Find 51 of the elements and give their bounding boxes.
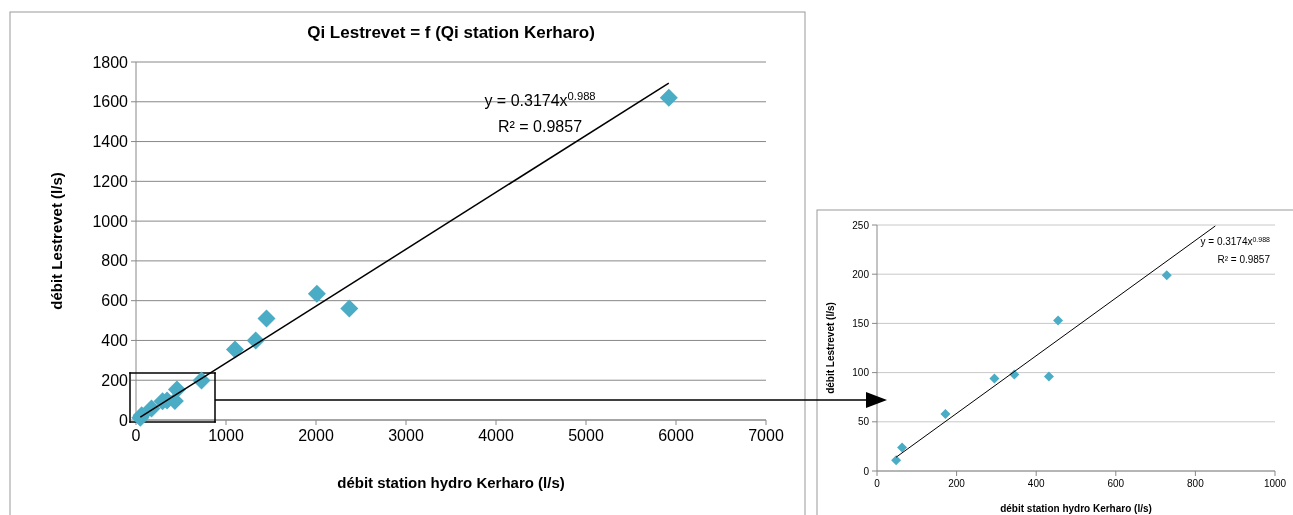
x-tick-label: 6000 xyxy=(658,426,694,444)
point xyxy=(1161,270,1172,281)
point xyxy=(659,88,678,107)
y-tick-label: 200 xyxy=(101,371,129,389)
y-tick-label: 250 xyxy=(852,219,870,231)
point xyxy=(940,408,951,419)
x-axis-title: débit station hydro Kerharo (l/s) xyxy=(1000,503,1152,514)
x-tick-label: 600 xyxy=(1107,478,1125,489)
x-tick-label: 4000 xyxy=(478,426,514,444)
y-tick-label: 0 xyxy=(863,465,870,477)
point xyxy=(891,455,902,466)
y-axis-title: débit Lestrevet (l/s) xyxy=(825,302,836,394)
y-axis-title: débit Lestrevet (l/s) xyxy=(48,172,65,310)
annotation: y = 0.3174x$^{0.988}$ xyxy=(1200,235,1271,247)
annotation: R² = 0.9857 xyxy=(497,118,583,135)
y-tick-label: 1800 xyxy=(92,53,129,71)
x-axis-title: débit station hydro Kerharo (l/s) xyxy=(337,474,565,491)
point xyxy=(340,299,359,318)
point xyxy=(257,309,276,328)
x-tick-label: 2000 xyxy=(298,426,334,444)
y-tick-label: 1200 xyxy=(92,172,129,190)
point xyxy=(1053,315,1064,326)
x-tick-label: 1000 xyxy=(208,426,244,444)
y-tick-label: 100 xyxy=(852,367,870,379)
point xyxy=(1043,371,1054,382)
x-tick-label: 7000 xyxy=(748,426,784,444)
y-tick-label: 50 xyxy=(857,416,870,428)
x-tick-label: 5000 xyxy=(568,426,604,444)
chart-title: Qi Lestrevet = f (Qi station Kerharo) xyxy=(307,23,595,42)
point xyxy=(226,340,244,359)
y-tick-label: 150 xyxy=(852,317,870,329)
x-tick-label: 800 xyxy=(1187,478,1205,489)
point xyxy=(989,373,1000,384)
y-tick-label: 0 xyxy=(119,411,129,429)
y-tick-label: 200 xyxy=(852,268,870,280)
y-tick-label: 1000 xyxy=(92,212,129,230)
x-tick-label: 0 xyxy=(131,426,141,444)
x-tick-label: 400 xyxy=(1027,478,1045,489)
y-tick-label: 800 xyxy=(101,252,129,270)
point xyxy=(307,284,326,303)
y-tick-label: 1400 xyxy=(92,133,129,151)
point xyxy=(897,442,908,453)
x-tick-label: 3000 xyxy=(388,426,424,444)
x-tick-label: 200 xyxy=(948,478,966,489)
y-tick-label: 1600 xyxy=(92,93,129,111)
y-tick-label: 600 xyxy=(101,292,129,310)
annotation: y = 0.3174x$^{0.988}$ xyxy=(484,90,596,109)
x-tick-label: 1000 xyxy=(1263,478,1287,489)
x-tick-label: 0 xyxy=(874,478,881,489)
y-tick-label: 400 xyxy=(101,332,129,350)
annotation: R² = 0.9857 xyxy=(1217,254,1271,265)
